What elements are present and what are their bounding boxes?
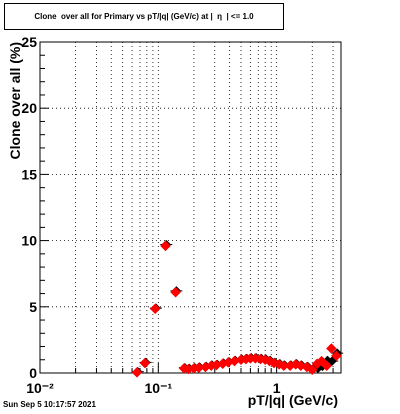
- data-point: [325, 343, 337, 354]
- x-tick-label: 10⁻²: [26, 380, 54, 396]
- grid: [40, 42, 341, 373]
- y-tick-label: 20: [21, 100, 37, 116]
- y-tick-label: 15: [21, 166, 37, 182]
- data-point: [331, 350, 342, 362]
- plot-frame: [39, 41, 342, 374]
- y-tick-label: 10: [21, 233, 37, 249]
- data-point: [149, 303, 161, 315]
- x-tick-label: 10⁻¹: [145, 380, 173, 396]
- data-point: [306, 364, 318, 376]
- y-tick-label: 5: [29, 299, 37, 315]
- data-point: [170, 286, 181, 298]
- data-point: [160, 240, 171, 252]
- y-axis-label: Clone over all (%): [7, 42, 23, 159]
- data-point: [131, 366, 143, 378]
- timestamp: Sun Sep 5 10:17:57 2021: [3, 400, 96, 409]
- chart-title: Clone over all for Primary vs pT/|q| (Ge…: [4, 3, 284, 30]
- red-diamond-series: [131, 240, 342, 378]
- black-diamond-series: [131, 239, 344, 377]
- data-point: [139, 357, 151, 369]
- y-tick-label: 25: [21, 34, 37, 50]
- data-series: [131, 239, 344, 378]
- data-point: [321, 360, 333, 372]
- y-tick-label: 0: [29, 365, 37, 381]
- x-tick-label: 1: [273, 380, 281, 396]
- x-axis-label: pT/|q| (GeV/c): [248, 392, 338, 408]
- tick-labels: 0 5 10 15 20 25 10⁻² 10⁻¹ 1: [21, 34, 280, 396]
- axis-ticks: [39, 41, 334, 374]
